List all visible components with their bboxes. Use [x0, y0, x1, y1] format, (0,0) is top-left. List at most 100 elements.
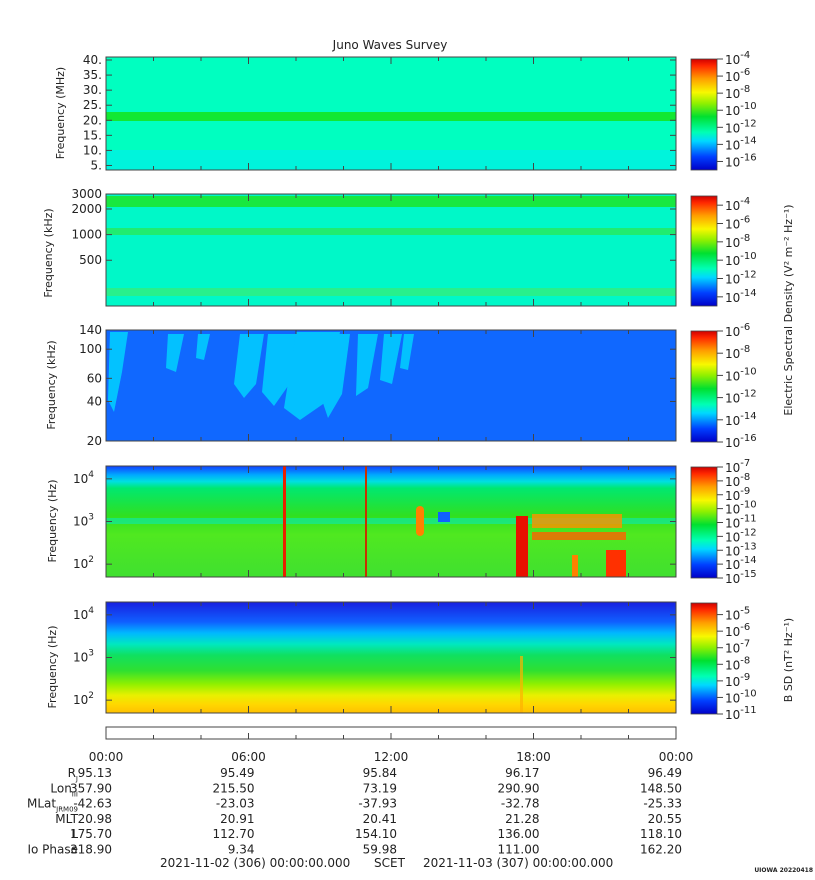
- colorbar-3: 10-6 10-8 10-10 10-12 10-14 10-16: [690, 322, 757, 450]
- ephemeris-row-label: L: [71, 827, 78, 841]
- panel-4-xticks: [105, 466, 677, 577]
- ephemeris-value: -25.33: [643, 797, 682, 811]
- panel-2-ytick-label: 500: [79, 253, 102, 267]
- panel-4-ytick-label: 103: [73, 513, 94, 529]
- colorbar-5-tick-label: 10-10: [725, 688, 757, 705]
- colorbar-4-tick-label: 10-14: [725, 555, 757, 572]
- ephemeris-value: 21.28: [505, 812, 539, 826]
- panel-3-burst-4: [234, 334, 264, 398]
- panel-4-blob-3: [516, 516, 528, 577]
- ephemeris-row-label: RJ: [68, 766, 78, 783]
- ephemeris-value: 215.50: [213, 781, 255, 795]
- panel-5-spike: [520, 656, 523, 713]
- colorbar-2-tick-label: 10-8: [725, 233, 750, 250]
- panel-1-ylabel: Frequency (MHz): [54, 67, 67, 159]
- ephemeris-value: 95.84: [363, 766, 397, 780]
- panel-5-yticks: 104 103 102: [73, 606, 676, 707]
- time-label: 00:00: [659, 750, 694, 764]
- colorbar-4-tick-label: 10-8: [725, 472, 750, 489]
- panel-3-ylabel: Frequency (kHz): [45, 340, 58, 429]
- panel-3-xticks: [105, 330, 677, 441]
- time-label: 12:00: [374, 750, 409, 764]
- panel-4-blob-7: [572, 555, 578, 577]
- ephemeris-value: 154.10: [355, 827, 397, 841]
- ephemeris-row-label: Io Phase: [27, 843, 78, 857]
- colorbar-3-scale: [690, 330, 718, 443]
- colorbar-4-scale: [690, 466, 718, 579]
- colorbar-2-tick-label: 10-14: [725, 288, 757, 305]
- ephemeris-value: 96.49: [648, 766, 682, 780]
- panel-2-band-mid: [106, 228, 676, 235]
- colorbar-3-tick-label: 10-12: [725, 389, 757, 406]
- panel-2-spectrogram: [106, 194, 676, 306]
- colorbar-3-tick-label: 10-6: [725, 322, 750, 339]
- colorbar-3-tick-label: 10-14: [725, 411, 757, 428]
- colorbar-4-tick-label: 10-15: [725, 569, 757, 586]
- colorbar-4-tick-label: 10-10: [725, 500, 757, 517]
- time-axis-labels: 00:00 06:00 12:00 18:00 00:00: [89, 750, 694, 764]
- colorbar-3-tick-label: 10-8: [725, 344, 750, 361]
- panel-3-ytick-label: 60: [87, 371, 102, 385]
- panel-3-ytick-label: 140: [79, 323, 102, 337]
- ephemeris-value: -37.93: [358, 797, 397, 811]
- panel-4-ytick-label: 102: [73, 555, 94, 571]
- colorbar-2-tick-label: 10-6: [725, 215, 750, 232]
- colorbar-2-tick-label: 10-10: [725, 251, 757, 268]
- panel-1-yticks: 40.35.30.25.20.15.10.5.: [83, 53, 676, 172]
- colorbar-1-tick-label: 10-6: [725, 67, 750, 84]
- panel-3-burst-7: [322, 334, 350, 418]
- panel-3-ytick-label: 20: [87, 434, 102, 448]
- colorbar-3-tick-label: 10-16: [725, 433, 757, 450]
- colorbar-5-tick-label: 10-11: [725, 705, 757, 722]
- panel-3-burst-3: [196, 334, 210, 360]
- panel-1-ytick-label: 20.: [83, 113, 102, 127]
- ephemeris-value: 318.90: [70, 843, 112, 857]
- panel-5-ylabel: Frequency (Hz): [46, 626, 59, 709]
- panel-2-band-top: [106, 196, 676, 207]
- panel-4-blob-4: [532, 514, 622, 528]
- panel-4-features: [283, 466, 626, 577]
- ephemeris-value: -32.78: [501, 797, 540, 811]
- panel-4-electric-lf: Frequency (Hz) 104 103 102: [46, 465, 677, 578]
- panel-4-ytick-label: 104: [73, 470, 94, 486]
- ephemeris-value: 73.19: [363, 781, 397, 795]
- chart-title: Juno Waves Survey: [332, 38, 448, 52]
- ephemeris-value: 118.10: [640, 827, 682, 841]
- panel-3-burst-1: [108, 332, 128, 412]
- colorbar-1-tick-label: 10-12: [725, 118, 757, 135]
- panel-5-spectrogram: [106, 602, 676, 713]
- panel-5-xticks: [105, 602, 677, 713]
- ephemeris-value: 357.90: [70, 781, 112, 795]
- time-label: 06:00: [231, 750, 266, 764]
- panel-1-ytick-label: 15.: [83, 128, 102, 142]
- ephemeris-value: -23.03: [216, 797, 255, 811]
- colorbar-3-ticks: 10-6 10-8 10-10 10-12 10-14 10-16: [717, 322, 757, 450]
- ephemeris-value: 20.55: [648, 812, 682, 826]
- colorbar-2-tick-label: 10-12: [725, 270, 757, 287]
- ephemeris-value: 95.49: [220, 766, 254, 780]
- panel-5-ytick-label: 104: [73, 606, 94, 622]
- panel-2-ylabel: Frequency (kHz): [42, 208, 55, 297]
- colorbar-5-tick-label: 10-8: [725, 655, 750, 672]
- panel-4-blob-6: [606, 550, 626, 577]
- colorbar-5-tick-label: 10-5: [725, 606, 750, 623]
- panel-1-ytick-label: 35.: [83, 68, 102, 82]
- colorbar-1-tick-label: 10-8: [725, 84, 750, 101]
- ephemeris-value: 20.91: [220, 812, 254, 826]
- panel-3-ytick-label: 40: [87, 394, 102, 408]
- ephemeris-value: 148.50: [640, 781, 682, 795]
- colorbar-1-tick-label: 10-4: [725, 50, 750, 67]
- ephemeris-row-label: LonIII: [50, 781, 78, 798]
- ephemeris-row-label: MLT: [55, 812, 78, 826]
- panel-2-ytick-label: 1000: [71, 228, 102, 242]
- ephemeris-row-label: MLatJRM09: [27, 797, 78, 814]
- footer-stamp: UIOWA 20220418: [754, 867, 813, 874]
- panel-4-blob-5: [532, 532, 626, 540]
- colorbar-2-scale: [690, 195, 718, 307]
